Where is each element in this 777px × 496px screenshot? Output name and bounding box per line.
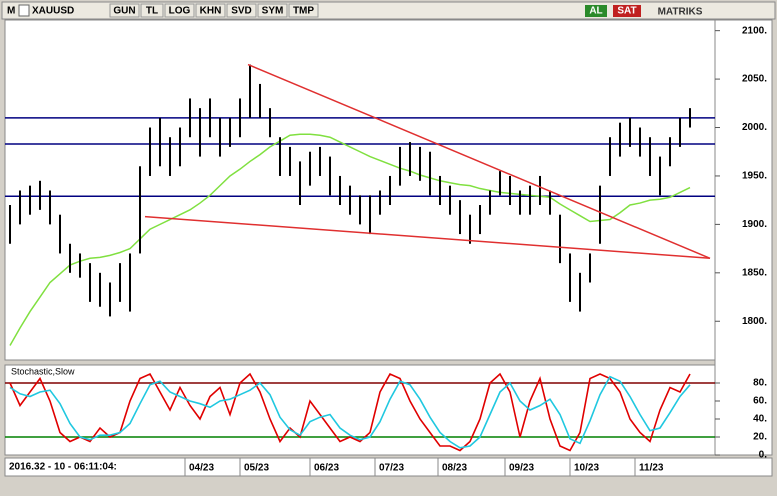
toolbar-buttons: GUN TL LOG KHN SVD SYM TMP bbox=[109, 3, 319, 18]
toolbar-button[interactable] bbox=[288, 3, 319, 18]
stoch-line bbox=[9, 375, 691, 449]
y-tick-label: 20. bbox=[753, 432, 767, 443]
toolbar-button-label[interactable]: KHN bbox=[200, 6, 222, 17]
toolbar-button-label[interactable]: TMP bbox=[293, 6, 314, 17]
y-tick-label: 60. bbox=[753, 396, 767, 407]
status: 2016.32 - 10 - 06:11:04: bbox=[9, 462, 117, 473]
buy-label[interactable]: AL bbox=[589, 6, 602, 17]
x-tick-label: 04/23 bbox=[189, 463, 214, 474]
y-axis-panel bbox=[714, 19, 773, 456]
x-tick-label: 05/23 bbox=[244, 463, 269, 474]
x-tick-label: 06/23 bbox=[314, 463, 339, 474]
toolbar-button-label[interactable]: TL bbox=[146, 6, 158, 17]
symbol[interactable]: XAUUSD bbox=[32, 6, 74, 17]
x-axis-panel bbox=[4, 457, 773, 477]
stoch-title: Stochastic,Slow bbox=[11, 366, 75, 376]
toolbar bbox=[1, 1, 776, 20]
toolbar-button[interactable] bbox=[195, 3, 226, 18]
toolbar-button[interactable] bbox=[257, 3, 288, 18]
x-tick-label: 10/23 bbox=[574, 463, 599, 474]
stoch-line bbox=[9, 372, 691, 452]
brand: MATRIKS bbox=[658, 7, 703, 18]
toolbar-button-label[interactable]: SYM bbox=[262, 6, 284, 17]
toolbar-button-label[interactable]: LOG bbox=[169, 6, 191, 17]
y-tick-label: 40. bbox=[753, 414, 767, 425]
x-tick-label: 08/23 bbox=[442, 463, 467, 474]
toolbar-button-label[interactable]: GUN bbox=[113, 6, 135, 17]
y-tick-label: 1850. bbox=[742, 267, 767, 278]
moving-average bbox=[9, 133, 691, 346]
x-tick-label: 07/23 bbox=[379, 463, 404, 474]
price-panel bbox=[4, 19, 716, 361]
logo: M bbox=[7, 6, 15, 17]
y-tick-label: 2100. bbox=[742, 25, 767, 36]
buy-button[interactable] bbox=[585, 5, 607, 17]
trendline bbox=[144, 215, 711, 260]
y-tick-label: 1900. bbox=[742, 219, 767, 230]
y-tick-label: 1950. bbox=[742, 171, 767, 182]
sell-label[interactable]: SAT bbox=[617, 6, 636, 17]
y-tick-label: 2000. bbox=[742, 122, 767, 133]
trendline bbox=[247, 63, 711, 259]
toolbar-button[interactable] bbox=[164, 3, 195, 18]
toolbar-button-label[interactable]: SVD bbox=[231, 6, 252, 17]
y-tick-label: 80. bbox=[753, 378, 767, 389]
x-tick-label: 11/23 bbox=[639, 463, 664, 474]
symbol-box[interactable] bbox=[18, 4, 30, 17]
y-tick-label: 0. bbox=[759, 450, 768, 461]
y-tick-label: 2050. bbox=[742, 74, 767, 85]
toolbar-button[interactable] bbox=[140, 3, 164, 18]
toolbar-button[interactable] bbox=[226, 3, 257, 18]
toolbar-button[interactable] bbox=[109, 3, 140, 18]
sell-button[interactable] bbox=[613, 5, 641, 17]
x-tick-label: 09/23 bbox=[509, 463, 534, 474]
y-tick-label: 1800. bbox=[742, 316, 767, 327]
